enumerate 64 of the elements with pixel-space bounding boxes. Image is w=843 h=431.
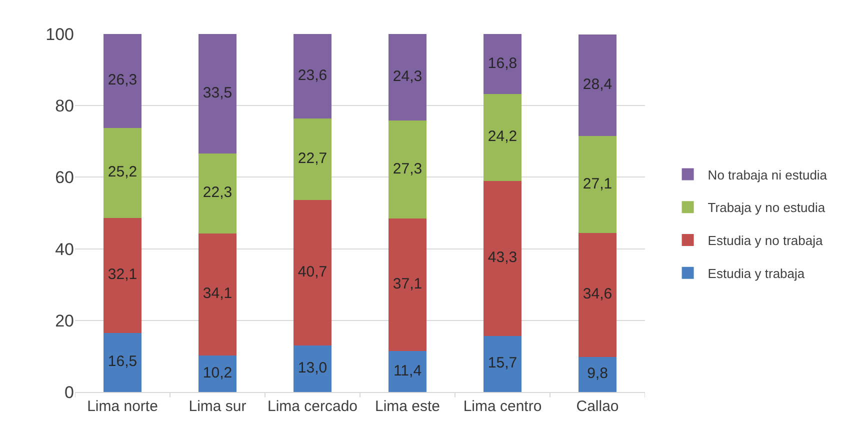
bar xyxy=(388,351,426,392)
bar xyxy=(294,118,332,200)
data-label: 13,0 xyxy=(298,359,328,376)
bar xyxy=(578,233,616,357)
data-label: 27,1 xyxy=(582,175,612,192)
bar xyxy=(198,233,236,356)
data-label: 11,4 xyxy=(393,362,422,380)
data-label: 43,3 xyxy=(488,249,518,266)
data-label: 28,4 xyxy=(582,76,612,93)
bar xyxy=(388,218,426,352)
bar xyxy=(198,154,236,234)
legend-label: Trabaja y no estudia xyxy=(708,200,826,216)
y-tick-label: 20 xyxy=(55,311,74,330)
y-tick-label: 100 xyxy=(46,24,74,44)
data-label: 15,7 xyxy=(488,354,518,372)
bar xyxy=(578,136,616,234)
bar xyxy=(104,332,142,392)
legend-label: No trabaja ni estudia xyxy=(708,167,828,182)
bar xyxy=(484,180,522,336)
bar xyxy=(104,128,142,218)
bar xyxy=(294,345,332,392)
legend-label: Estudia y trabaja xyxy=(708,266,806,281)
bar xyxy=(578,34,616,136)
bar xyxy=(578,356,616,392)
data-label: 25,2 xyxy=(108,164,138,181)
data-label: 34,6 xyxy=(582,286,612,303)
bar xyxy=(484,34,522,94)
data-label: 24,2 xyxy=(488,128,518,146)
bar xyxy=(484,94,522,181)
data-label: 33,5 xyxy=(202,84,232,102)
data-label: 26,3 xyxy=(108,71,138,88)
bar xyxy=(104,34,142,128)
bar xyxy=(388,120,426,218)
data-label: 16,8 xyxy=(488,54,518,72)
legend-label: Estudia y no trabaja xyxy=(708,233,824,248)
bar xyxy=(198,34,236,154)
x-tick-label: Lima sur xyxy=(188,398,246,415)
bar xyxy=(104,218,142,333)
data-label: 9,8 xyxy=(587,365,608,382)
data-label: 24,3 xyxy=(392,68,422,85)
data-label: 34,1 xyxy=(202,285,232,302)
data-label: 27,3 xyxy=(392,160,422,178)
bar xyxy=(294,200,332,346)
x-tick-label: Lima norte xyxy=(87,398,158,415)
y-tick-label: 0 xyxy=(64,382,74,402)
data-label: 37,1 xyxy=(392,276,422,293)
y-tick-label: 80 xyxy=(55,96,74,116)
data-label: 23,6 xyxy=(298,66,328,84)
bar xyxy=(484,336,522,392)
data-label: 22,7 xyxy=(298,150,328,167)
x-tick-label: Callao xyxy=(576,398,619,415)
bar xyxy=(388,34,426,121)
bar xyxy=(198,355,236,392)
data-label: 32,1 xyxy=(108,266,138,284)
x-tick-label: Lima este xyxy=(374,398,440,415)
data-label: 10,2 xyxy=(202,364,232,382)
data-label: 16,5 xyxy=(108,353,138,370)
data-label: 22,3 xyxy=(202,184,232,202)
y-tick-label: 40 xyxy=(55,240,74,259)
x-tick-label: Lima centro xyxy=(463,398,542,415)
x-tick-label: Lima cercado xyxy=(267,398,358,415)
y-tick-label: 60 xyxy=(55,168,74,188)
data-label: 40,7 xyxy=(298,263,328,280)
bar xyxy=(294,34,332,118)
